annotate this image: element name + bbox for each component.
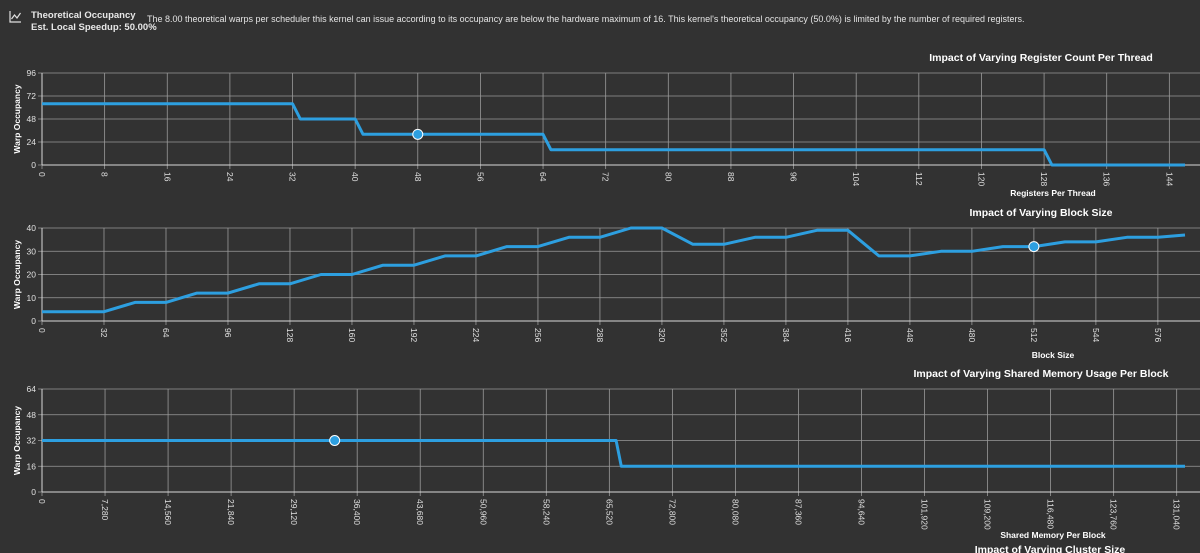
y-axis-label: Warp Occupancy [12,240,22,309]
x-tick-label: 192 [409,328,419,342]
y-tick-label: 16 [27,461,37,471]
chart-title: Impact of Varying Shared Memory Usage Pe… [913,368,1168,380]
x-tick-label: 7,280 [100,499,110,521]
y-axis-label: Warp Occupancy [12,406,22,475]
y-tick-label: 96 [27,68,37,78]
y-tick-label: 48 [27,114,37,124]
x-tick-label: 0 [37,172,47,177]
x-tick-label: 94,640 [856,499,866,525]
x-tick-label: 36,400 [352,499,362,525]
chart-4: Impact of Varying Cluster Size [975,544,1126,553]
metric-description: The 8.00 theoretical warps per scheduler… [147,14,1025,24]
y-tick-label: 20 [27,270,37,280]
speedup-label: Est. Local Speedup: 50.00% [31,22,157,33]
x-axis-label: Registers Per Thread [1010,188,1096,198]
x-tick-label: 512 [1029,328,1039,342]
x-tick-label: 24 [225,172,235,182]
x-tick-label: 64 [161,328,171,338]
x-tick-label: 0 [37,328,47,333]
chart-icon[interactable] [8,10,22,24]
y-tick-label: 10 [27,293,37,303]
x-tick-label: 40 [350,172,360,182]
x-axis-label: Shared Memory Per Block [1000,530,1106,540]
x-tick-label: 64 [538,172,548,182]
x-tick-label: 131,040 [1172,499,1182,530]
x-tick-label: 72 [601,172,611,182]
chart-1: Impact of Varying Register Count Per Thr… [12,52,1200,198]
x-tick-label: 576 [1153,328,1163,342]
x-tick-label: 136 [1102,172,1112,186]
x-tick-label: 384 [781,328,791,342]
x-tick-label: 320 [657,328,667,342]
chart-3: Impact of Varying Shared Memory Usage Pe… [12,368,1200,540]
x-tick-label: 160 [347,328,357,342]
x-tick-label: 96 [223,328,233,338]
x-tick-label: 256 [533,328,543,342]
y-tick-label: 64 [27,384,37,394]
x-tick-label: 14,560 [163,499,173,525]
x-tick-label: 112 [914,172,924,186]
chart-title: Impact of Varying Cluster Size [975,544,1126,553]
y-tick-label: 40 [27,223,37,233]
x-tick-label: 21,840 [226,499,236,525]
current-value-marker[interactable] [412,128,424,140]
y-tick-label: 24 [27,137,37,147]
x-tick-label: 56 [475,172,485,182]
y-tick-label: 32 [27,436,37,446]
x-tick-label: 65,520 [604,499,614,525]
chart-title: Impact of Varying Block Size [970,207,1113,219]
x-tick-label: 101,920 [920,499,930,530]
x-tick-label: 416 [843,328,853,342]
x-tick-label: 480 [967,328,977,342]
x-tick-label: 80 [663,172,673,182]
y-tick-label: 0 [31,316,36,326]
x-tick-label: 128 [1039,172,1049,186]
x-tick-label: 123,760 [1109,499,1119,530]
y-tick-label: 0 [31,160,36,170]
x-tick-label: 144 [1164,172,1174,186]
y-tick-label: 30 [27,246,37,256]
chart-2: Impact of Varying Block Size 0 10 20 30 40 0 32… [12,207,1200,360]
x-tick-label: 32 [288,172,298,182]
x-tick-label: 58,240 [541,499,551,525]
x-tick-label: 72,800 [667,499,677,525]
y-axis-label: Warp Occupancy [12,84,22,153]
x-tick-label: 224 [471,328,481,342]
x-tick-label: 288 [595,328,605,342]
y-tick-label: 72 [27,91,37,101]
x-tick-label: 8 [100,172,110,177]
x-tick-label: 352 [719,328,729,342]
series-line [42,102,1185,167]
x-tick-label: 0 [37,499,47,504]
x-tick-label: 87,360 [793,499,803,525]
series-line [42,439,1185,468]
x-tick-label: 96 [789,172,799,182]
x-tick-label: 32 [99,328,109,338]
x-tick-label: 120 [976,172,986,186]
x-tick-label: 128 [285,328,295,342]
x-tick-label: 16 [162,172,172,182]
x-tick-label: 43,680 [415,499,425,525]
chart-title: Impact of Varying Register Count Per Thr… [929,52,1152,64]
series-line [42,226,1186,314]
x-axis-label: Block Size [1032,350,1075,360]
x-tick-label: 88 [726,172,736,182]
x-tick-label: 29,120 [289,499,299,525]
x-tick-label: 104 [851,172,861,186]
y-tick-label: 48 [27,410,37,420]
x-tick-label: 50,960 [478,499,488,525]
metric-title: Theoretical Occupancy [31,10,136,21]
current-value-marker[interactable] [329,435,341,446]
x-tick-label: 48 [413,172,423,182]
x-tick-label: 116,480 [1046,499,1056,529]
x-tick-label: 109,200 [983,499,993,530]
x-tick-label: 448 [905,328,915,342]
current-value-marker[interactable] [1028,241,1040,253]
x-tick-label: 80,080 [730,499,740,525]
y-tick-label: 0 [31,487,36,497]
x-tick-label: 544 [1091,328,1101,342]
metric-header: Theoretical Occupancy Est. Local Speedup… [0,0,1200,40]
